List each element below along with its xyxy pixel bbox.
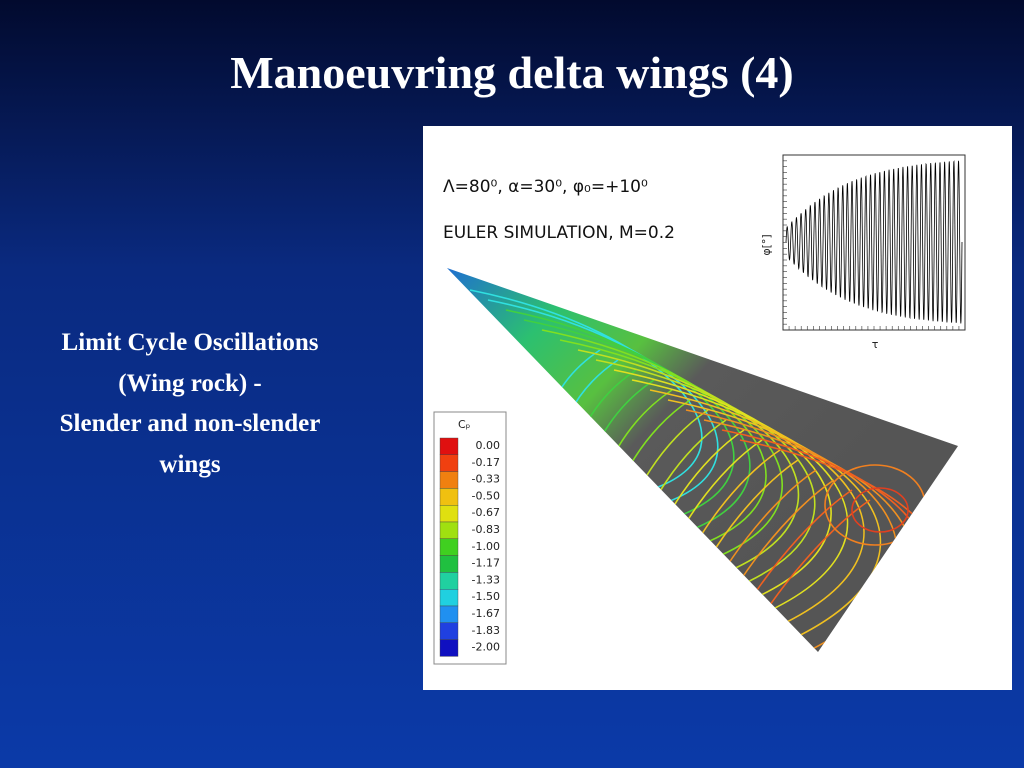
figure-parameters: Λ=80⁰, α=30⁰, φ₀=+10⁰ bbox=[443, 177, 648, 197]
legend-label: -1.67 bbox=[472, 607, 500, 620]
plot-y-label: φ[°] bbox=[760, 234, 773, 255]
figure-simulation: EULER SIMULATION, M=0.2 bbox=[443, 223, 675, 243]
figure: Λ=80⁰, α=30⁰, φ₀=+10⁰ EULER SIMULATION, … bbox=[423, 126, 1012, 690]
wing bbox=[447, 268, 958, 652]
legend-label: -2.00 bbox=[472, 641, 500, 654]
contour-line bbox=[851, 487, 909, 533]
legend-swatch bbox=[439, 538, 459, 556]
legend-label: -0.50 bbox=[472, 489, 500, 502]
legend-swatch bbox=[439, 589, 459, 607]
body-line: (Wing rock) - bbox=[118, 370, 262, 397]
legend-label: -0.33 bbox=[472, 473, 500, 486]
body-line: wings bbox=[159, 451, 220, 478]
legend-swatch bbox=[439, 572, 459, 590]
legend-label: -1.00 bbox=[472, 540, 500, 553]
legend-swatch bbox=[439, 622, 459, 640]
legend-label: -0.67 bbox=[472, 506, 500, 519]
legend-label: 0.00 bbox=[476, 439, 501, 452]
oscillation-line bbox=[785, 160, 963, 324]
legend-swatch bbox=[439, 488, 459, 506]
legend-label: -1.83 bbox=[472, 624, 500, 637]
body-line: Slender and non-slender bbox=[60, 410, 321, 437]
legend-title: Cₚ bbox=[458, 418, 471, 431]
legend-label: -1.50 bbox=[472, 590, 500, 603]
body-line: Limit Cycle Oscillations bbox=[62, 329, 319, 356]
contour-line bbox=[714, 429, 931, 652]
contour-line bbox=[725, 439, 948, 652]
legend-swatch bbox=[439, 454, 459, 472]
legend-swatch bbox=[439, 505, 459, 523]
legend-swatch bbox=[439, 639, 459, 657]
legend-swatch bbox=[439, 437, 459, 455]
slide-title: Manoeuvring delta wings (4) bbox=[230, 47, 794, 98]
legend-label: -1.33 bbox=[472, 573, 500, 586]
legend-swatch bbox=[439, 555, 459, 573]
legend-swatch bbox=[439, 521, 459, 539]
legend-swatch bbox=[439, 471, 459, 489]
legend-label: -1.17 bbox=[472, 557, 500, 570]
legend-label: -0.83 bbox=[472, 523, 500, 536]
legend-label: -0.17 bbox=[472, 456, 500, 469]
plot-x-label: τ bbox=[872, 338, 879, 351]
legend: 0.00 -0.17 -0.33 -0.50 -0.67 -0.83 -1.00 -1.17 -… bbox=[439, 437, 501, 657]
legend-swatch bbox=[439, 605, 459, 623]
